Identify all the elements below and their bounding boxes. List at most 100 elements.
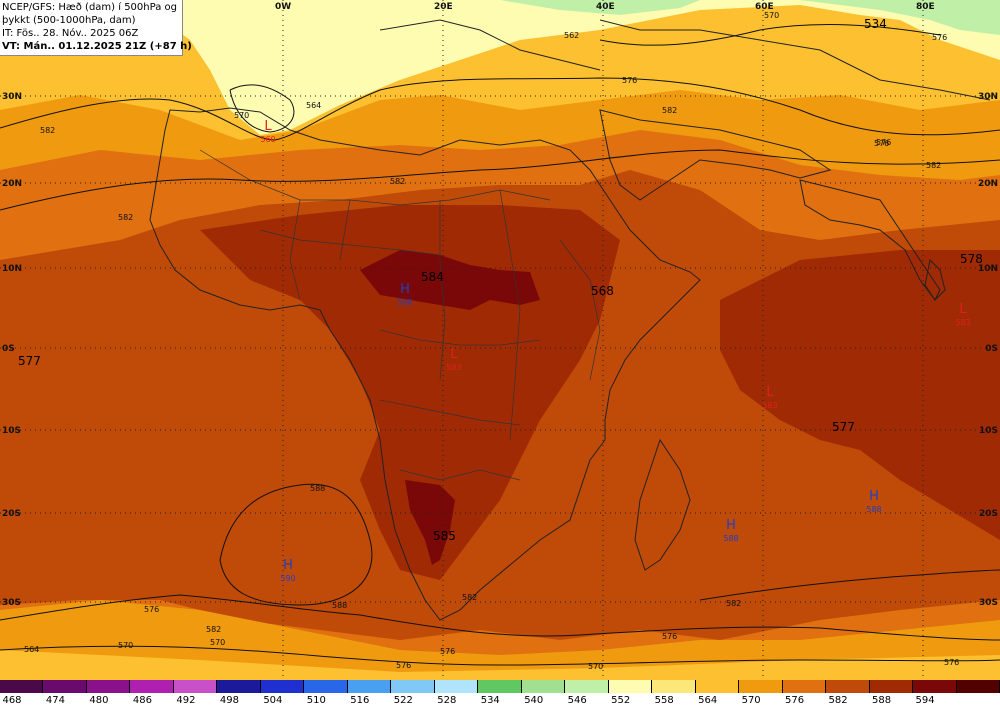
svg-text:590: 590 xyxy=(280,574,295,583)
thickness-label: 568 xyxy=(591,284,614,298)
contour-label: 576 xyxy=(932,33,947,42)
thickness-label: 578 xyxy=(960,252,983,266)
lon-label: 40E xyxy=(596,2,615,12)
colorbar-swatch xyxy=(434,680,479,693)
contour-label: 576 xyxy=(144,605,159,614)
colorbar-tick-label: 486 xyxy=(132,695,152,706)
colorbar-swatch xyxy=(347,680,392,693)
colorbar-tick-label: 576 xyxy=(785,695,805,706)
contour-label: 570 xyxy=(588,662,603,671)
colorbar-tick-label: 498 xyxy=(219,695,239,706)
contour-label: 582 xyxy=(726,599,741,608)
colorbar-swatch xyxy=(0,680,44,693)
colorbar-swatch xyxy=(565,680,609,693)
contour-label: 576 xyxy=(622,76,637,85)
svg-text:L: L xyxy=(959,302,967,317)
colorbar-swatch xyxy=(782,680,827,693)
lat-label: 0S xyxy=(985,344,998,354)
svg-text:H: H xyxy=(869,489,879,504)
colorbar-tick-label: 474 xyxy=(45,695,66,706)
svg-text:583: 583 xyxy=(955,318,970,327)
svg-text:588: 588 xyxy=(866,505,881,514)
lat-label: 20N xyxy=(978,179,998,189)
colorbar-swatches xyxy=(0,680,1000,693)
lat-label: 30N xyxy=(978,92,998,102)
colorbar-swatch xyxy=(695,680,740,693)
colorbar-swatch xyxy=(391,680,435,693)
coastlines xyxy=(149,19,991,621)
colorbar-tick-label: 492 xyxy=(176,695,196,706)
colorbar-swatch xyxy=(43,680,87,693)
lat-label: 30S xyxy=(979,598,998,608)
svg-text:H: H xyxy=(283,558,293,573)
colorbar-tick-label: 552 xyxy=(611,695,631,706)
colorbar-swatch xyxy=(304,680,348,693)
contour-label: 582 xyxy=(462,593,477,602)
colorbar-tick-label: 528 xyxy=(437,695,457,706)
colorbar-tick-label: 570 xyxy=(741,695,761,706)
colorbar-swatch xyxy=(608,680,653,693)
svg-text:588: 588 xyxy=(723,534,738,543)
lat-label: 20S xyxy=(2,509,21,519)
lon-label: 80E xyxy=(916,2,935,12)
svg-text:H: H xyxy=(400,282,410,297)
header-valid-time: VT: Mán.. 01.12.2025 21Z (+87 h) xyxy=(2,41,192,52)
lat-label: 20N xyxy=(2,179,22,189)
svg-text:583: 583 xyxy=(762,401,777,410)
contour-label: 570 xyxy=(118,641,133,650)
contour-label: 588 xyxy=(332,601,347,610)
header-init-time: IT: Fös.. 28. Nóv.. 2025 06Z xyxy=(2,28,139,39)
colorbar-tick-label: 534 xyxy=(480,695,500,706)
svg-text:588: 588 xyxy=(397,298,412,307)
colorbar-tick-label: 522 xyxy=(393,695,413,706)
contour-label: 570 xyxy=(210,638,225,647)
contour-label: 570 xyxy=(764,11,779,20)
svg-text:L: L xyxy=(766,385,774,400)
colorbar-tick-label: 504 xyxy=(263,695,283,706)
colorbar-tick-label: 480 xyxy=(89,695,109,706)
header-subtitle: þykkt (500-1000hPa, dam) xyxy=(2,15,136,26)
contour-label: 582 xyxy=(118,213,133,222)
colorbar-swatch xyxy=(217,680,261,693)
lon-label: 60E xyxy=(755,2,774,12)
colorbar-swatch xyxy=(826,680,870,693)
thickness-fill xyxy=(0,0,1000,680)
colorbar-swatch xyxy=(478,680,522,693)
colorbar-tick-label: 510 xyxy=(306,695,326,706)
weather-map: 0W 20E 40E 60E 80E 30N 20N 10N 0S 10S 20… xyxy=(0,0,1000,680)
colorbar-tick-label: 558 xyxy=(654,695,674,706)
contour-label: 576 xyxy=(874,139,889,148)
lon-label: 20E xyxy=(434,2,453,12)
contour-label: 562 xyxy=(564,31,579,40)
svg-text:L: L xyxy=(264,119,272,134)
colorbar-swatch xyxy=(739,680,783,693)
svg-text:L: L xyxy=(450,347,458,362)
colorbar-tick-label: 564 xyxy=(698,695,718,706)
contour-label: 576 xyxy=(396,661,411,670)
colorbar-swatch xyxy=(260,680,305,693)
colorbar-tick-label: 516 xyxy=(350,695,370,706)
colorbar-tick-label: 468 xyxy=(2,695,22,706)
lon-label: 0W xyxy=(275,2,291,12)
svg-text:H: H xyxy=(726,518,736,533)
lat-label: 10N xyxy=(978,264,998,274)
contour-label: 564 xyxy=(24,645,39,654)
lat-label: 30S xyxy=(2,598,21,608)
contour-label: 576 xyxy=(662,632,677,641)
thickness-label: 534 xyxy=(864,17,887,31)
colorbar-swatch xyxy=(956,680,1000,693)
colorbar-swatch xyxy=(521,680,566,693)
colorbar-ticks: 468 474 480 486 492 498 504 510 516 522 528 534 540 5… xyxy=(0,695,1000,708)
svg-text:560: 560 xyxy=(260,135,275,144)
latitude-labels-left: 30N 20N 10N 0S 10S 20S 30S xyxy=(2,92,22,608)
latitude-labels-right: 30N 20N 10N 0S 10S 20S 30S xyxy=(978,92,998,608)
thickness-label: 584 xyxy=(421,270,444,284)
borders xyxy=(199,149,601,481)
colorbar-swatch xyxy=(652,680,696,693)
colorbar-tick-label: 582 xyxy=(828,695,848,706)
